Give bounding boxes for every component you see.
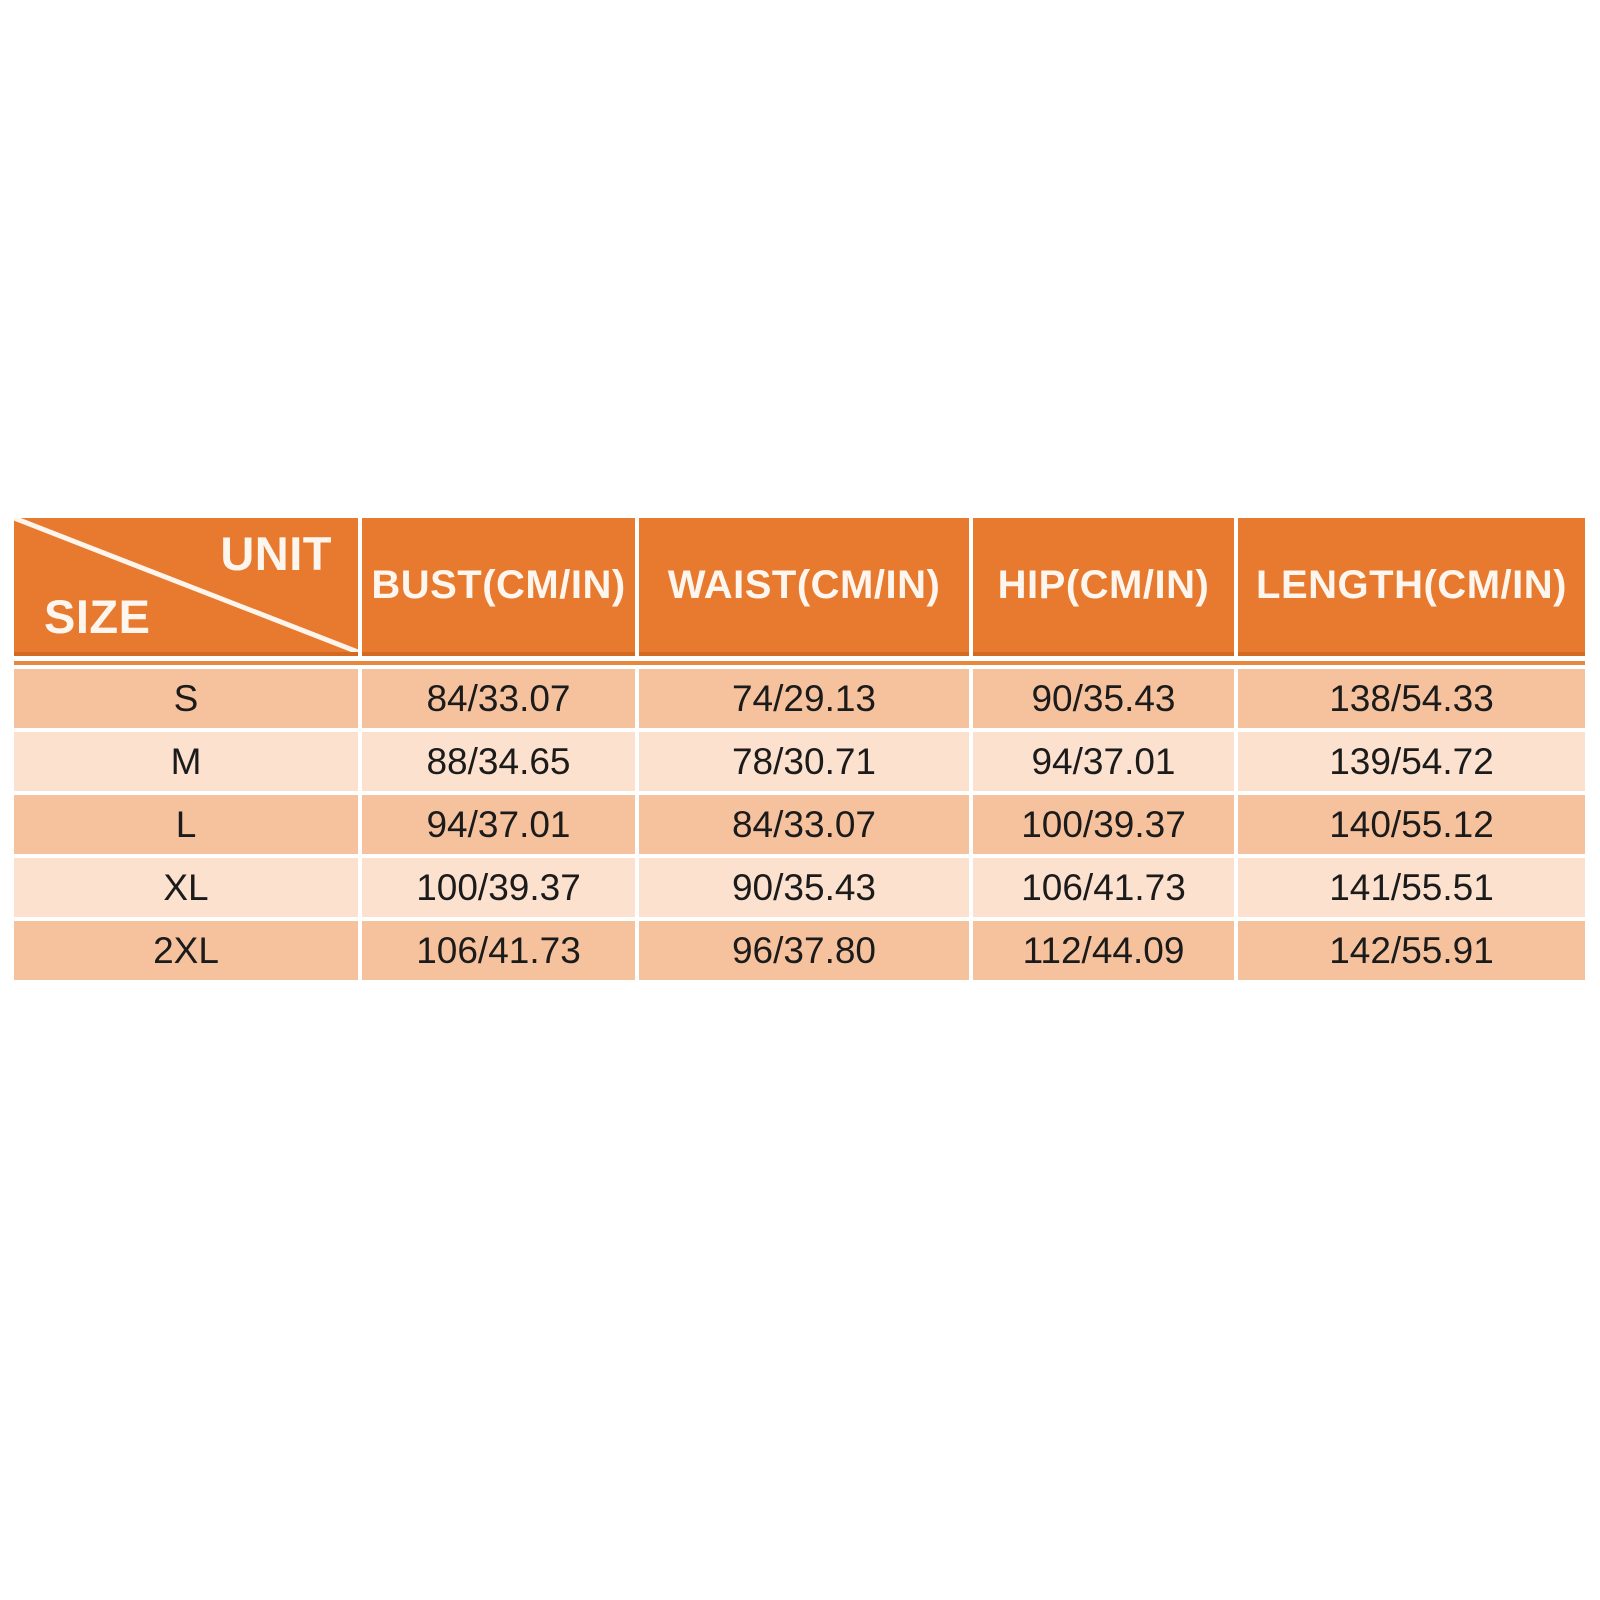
diagonal-divider-line	[14, 518, 358, 652]
table-row: M 88/34.65 78/30.71 94/37.01 139/54.72	[14, 732, 1585, 791]
hip-value-cell: 94/37.01	[973, 732, 1234, 791]
table-row: S 84/33.07 74/29.13 90/35.43 138/54.33	[14, 669, 1585, 728]
waist-value-cell: 78/30.71	[639, 732, 969, 791]
header-separator-gap	[14, 656, 1585, 661]
header-separator-line	[14, 661, 1585, 665]
table-row: 2XL 106/41.73 96/37.80 112/44.09 142/55.…	[14, 921, 1585, 980]
unit-header-label: UNIT	[220, 527, 332, 580]
table-body: S 84/33.07 74/29.13 90/35.43 138/54.33 M…	[14, 669, 1585, 980]
bust-value-cell: 94/37.01	[362, 795, 635, 854]
size-value-cell: S	[14, 669, 358, 728]
bust-value-cell: 106/41.73	[362, 921, 635, 980]
waist-value-cell: 84/33.07	[639, 795, 969, 854]
length-value-cell: 142/55.91	[1238, 921, 1585, 980]
size-chart-table: UNIT SIZE BUST(CM/IN) WAIST(CM/IN) HIP(C…	[14, 518, 1585, 980]
column-header-length: LENGTH(CM/IN)	[1238, 518, 1585, 656]
waist-value-cell: 90/35.43	[639, 858, 969, 917]
column-header-bust: BUST(CM/IN)	[362, 518, 635, 656]
header-separator-gap-2	[14, 665, 1585, 669]
size-value-cell: XL	[14, 858, 358, 917]
bust-value-cell: 100/39.37	[362, 858, 635, 917]
waist-value-cell: 74/29.13	[639, 669, 969, 728]
table-row: L 94/37.01 84/33.07 100/39.37 140/55.12	[14, 795, 1585, 854]
hip-value-cell: 90/35.43	[973, 669, 1234, 728]
bust-value-cell: 84/33.07	[362, 669, 635, 728]
hip-value-cell: 106/41.73	[973, 858, 1234, 917]
size-value-cell: M	[14, 732, 358, 791]
size-value-cell: L	[14, 795, 358, 854]
corner-header-cell: UNIT SIZE	[14, 518, 358, 656]
table-row: XL 100/39.37 90/35.43 106/41.73 141/55.5…	[14, 858, 1585, 917]
column-header-hip: HIP(CM/IN)	[973, 518, 1234, 656]
waist-value-cell: 96/37.80	[639, 921, 969, 980]
hip-value-cell: 100/39.37	[973, 795, 1234, 854]
bust-value-cell: 88/34.65	[362, 732, 635, 791]
hip-value-cell: 112/44.09	[973, 921, 1234, 980]
length-value-cell: 139/54.72	[1238, 732, 1585, 791]
length-value-cell: 138/54.33	[1238, 669, 1585, 728]
size-value-cell: 2XL	[14, 921, 358, 980]
length-value-cell: 141/55.51	[1238, 858, 1585, 917]
column-header-waist: WAIST(CM/IN)	[639, 518, 969, 656]
table-header-row: UNIT SIZE BUST(CM/IN) WAIST(CM/IN) HIP(C…	[14, 518, 1585, 656]
length-value-cell: 140/55.12	[1238, 795, 1585, 854]
size-header-label: SIZE	[44, 590, 151, 643]
